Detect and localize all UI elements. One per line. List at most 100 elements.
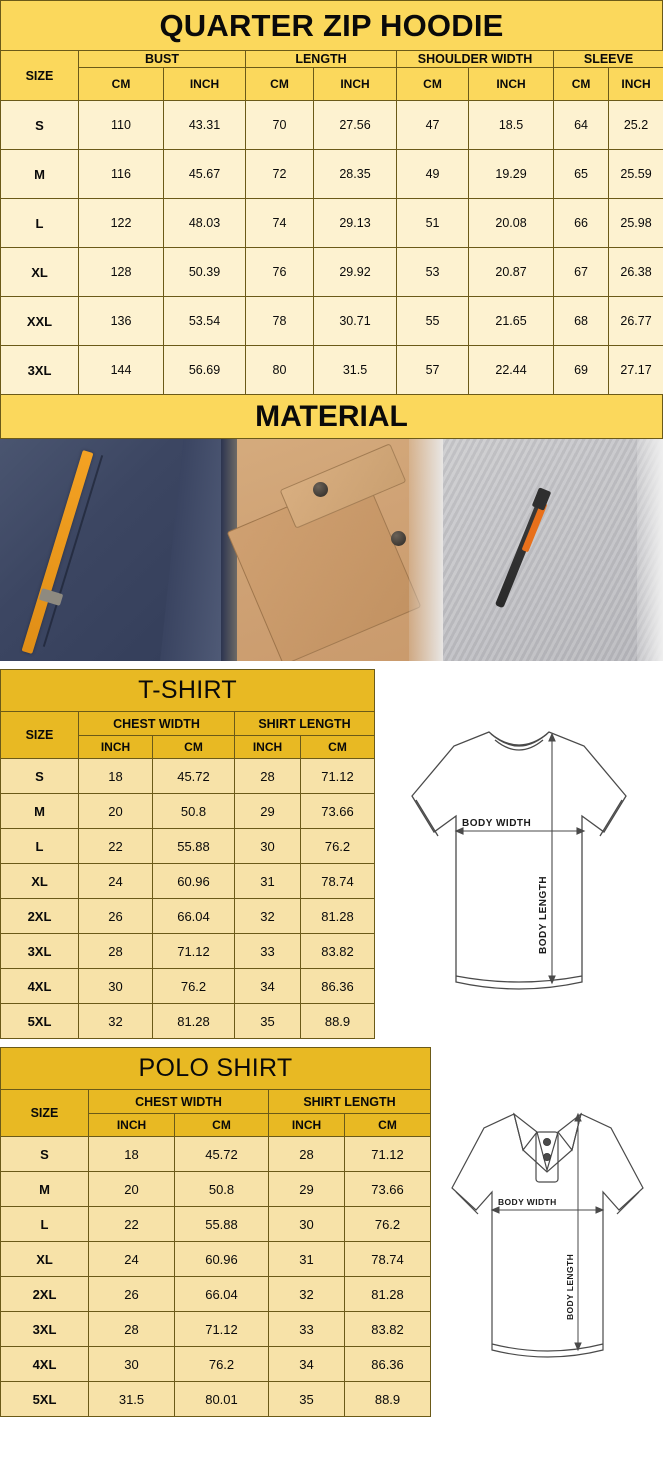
polo-size-label: 3XL	[0, 1311, 89, 1347]
polo-size-label: 2XL	[0, 1276, 89, 1312]
hoodie-cell: 122	[78, 198, 164, 248]
hoodie-cell: 18.5	[468, 100, 555, 150]
tshirt-cell: 30	[234, 828, 301, 864]
tshirt-cell: 81.28	[300, 898, 375, 934]
hoodie-col-shoulder-width: SHOULDER WIDTH	[396, 50, 555, 68]
hoodie-cell: 69	[553, 345, 610, 395]
table-row: S 18 45.72 28 71.12	[0, 1136, 432, 1172]
table-row: S 110 43.31 70 27.56 47 18.5 64 25.2	[0, 100, 663, 150]
table-row: L 22 55.88 30 76.2	[0, 828, 375, 864]
polo-cell: 76.2	[343, 1206, 432, 1242]
hoodie-col-bust: BUST	[78, 50, 246, 68]
hoodie-cell: 31.5	[312, 345, 398, 395]
polo-unit-chest-cm: CM	[174, 1113, 269, 1137]
tshirt-cell: 28	[234, 758, 301, 794]
polo-cell: 20	[88, 1171, 175, 1207]
hoodie-unit-shoulder-cm: CM	[396, 67, 470, 101]
polo-cell: 33	[268, 1311, 345, 1347]
hoodie-col-size: SIZE	[0, 50, 79, 101]
polo-cell: 50.8	[174, 1171, 269, 1207]
tshirt-cell: 73.66	[300, 793, 375, 829]
hoodie-size-label: XXL	[0, 296, 79, 346]
hoodie-cell: 20.08	[468, 198, 555, 248]
hoodie-cell: 43.31	[163, 100, 246, 150]
hoodie-cell: 78	[245, 296, 314, 346]
navy-zip-pocket-photo	[0, 439, 221, 661]
tshirt-cell: 34	[234, 968, 301, 1004]
table-row: XL 128 50.39 76 29.92 53 20.87 67 26.38	[0, 247, 663, 297]
tshirt-cell: 71.12	[300, 758, 375, 794]
polo-col-shirt-length: SHIRT LENGTH	[267, 1089, 432, 1114]
hoodie-size-label: XL	[0, 247, 79, 297]
grey-zip-pocket-photo	[443, 439, 663, 661]
hoodie-header-row: SIZE BUST LENGTH SHOULDER WIDTH SLEEVE	[0, 50, 663, 101]
polo-unit-length-inch: INCH	[268, 1113, 345, 1137]
tshirt-cell: 22	[78, 828, 153, 864]
tshirt-cell: 88.9	[300, 1003, 375, 1039]
hoodie-cell: 48.03	[163, 198, 246, 248]
tshirt-cell: 33	[234, 933, 301, 969]
tshirt-cell: 86.36	[300, 968, 375, 1004]
tshirt-size-label: 5XL	[0, 1003, 79, 1039]
polo-cell: 81.28	[343, 1276, 432, 1312]
hoodie-size-label: L	[0, 198, 79, 248]
tshirt-body-width-label: BODY WIDTH	[462, 818, 531, 829]
table-row: 3XL 28 71.12 33 83.82	[0, 1311, 432, 1347]
hoodie-cell: 53.54	[163, 296, 246, 346]
hoodie-unit-sleeve-inch: INCH	[608, 67, 663, 101]
polo-cell: 35	[268, 1381, 345, 1417]
hoodie-unit-sleeve-cm: CM	[553, 67, 610, 101]
polo-size-label: 4XL	[0, 1346, 89, 1382]
tshirt-cell: 32	[78, 1003, 153, 1039]
tshirt-size-label: 2XL	[0, 898, 79, 934]
table-row: M 20 50.8 29 73.66	[0, 793, 375, 829]
material-photo-gallery	[0, 439, 663, 661]
tshirt-cell: 26	[78, 898, 153, 934]
tshirt-col-size: SIZE	[0, 711, 79, 759]
polo-cell: 80.01	[174, 1381, 269, 1417]
table-row: M 20 50.8 29 73.66	[0, 1171, 432, 1207]
polo-cell: 30	[268, 1206, 345, 1242]
polo-size-label: 5XL	[0, 1381, 89, 1417]
table-row: 4XL 30 76.2 34 86.36	[0, 968, 375, 1004]
hoodie-cell: 66	[553, 198, 610, 248]
tshirt-cell: 29	[234, 793, 301, 829]
tshirt-header-row: SIZE CHEST WIDTH SHIRT LENGTH	[0, 711, 375, 759]
table-row: 2XL 26 66.04 32 81.28	[0, 898, 375, 934]
table-row: 5XL 31.5 80.01 35 88.9	[0, 1381, 432, 1417]
tshirt-cell: 32	[234, 898, 301, 934]
polo-body-length-label: BODY LENGTH	[565, 1254, 575, 1320]
hoodie-cell: 50.39	[163, 247, 246, 297]
polo-cell: 30	[88, 1346, 175, 1382]
polo-cell: 76.2	[174, 1346, 269, 1382]
hoodie-cell: 51	[396, 198, 470, 248]
tshirt-cell: 18	[78, 758, 153, 794]
hoodie-cell: 21.65	[468, 296, 555, 346]
polo-cell: 31.5	[88, 1381, 175, 1417]
tshirt-cell: 31	[234, 863, 301, 899]
hoodie-title: QUARTER ZIP HOODIE	[0, 0, 663, 50]
table-row: 5XL 32 81.28 35 88.9	[0, 1003, 375, 1039]
tshirt-cell: 78.74	[300, 863, 375, 899]
table-row: XL 24 60.96 31 78.74	[0, 1241, 432, 1277]
polo-cell: 86.36	[343, 1346, 432, 1382]
polo-cell: 31	[268, 1241, 345, 1277]
table-row: M 116 45.67 72 28.35 49 19.29 65 25.59	[0, 149, 663, 199]
polo-cell: 18	[88, 1136, 175, 1172]
polo-cell: 28	[268, 1136, 345, 1172]
hoodie-cell: 76	[245, 247, 314, 297]
hoodie-cell: 68	[553, 296, 610, 346]
material-title: MATERIAL	[0, 395, 663, 439]
tshirt-size-label: S	[0, 758, 79, 794]
polo-cell: 55.88	[174, 1206, 269, 1242]
tshirt-col-shirt-length: SHIRT LENGTH	[234, 711, 375, 736]
hoodie-cell: 57	[396, 345, 470, 395]
hoodie-cell: 25.2	[608, 100, 663, 150]
polo-unit-chest-inch: INCH	[88, 1113, 175, 1137]
hoodie-cell: 29.13	[312, 198, 398, 248]
hoodie-cell: 26.38	[608, 247, 663, 297]
hoodie-cell: 72	[245, 149, 314, 199]
hoodie-col-length: LENGTH	[244, 50, 398, 68]
hoodie-cell: 74	[245, 198, 314, 248]
polo-cell: 73.66	[343, 1171, 432, 1207]
